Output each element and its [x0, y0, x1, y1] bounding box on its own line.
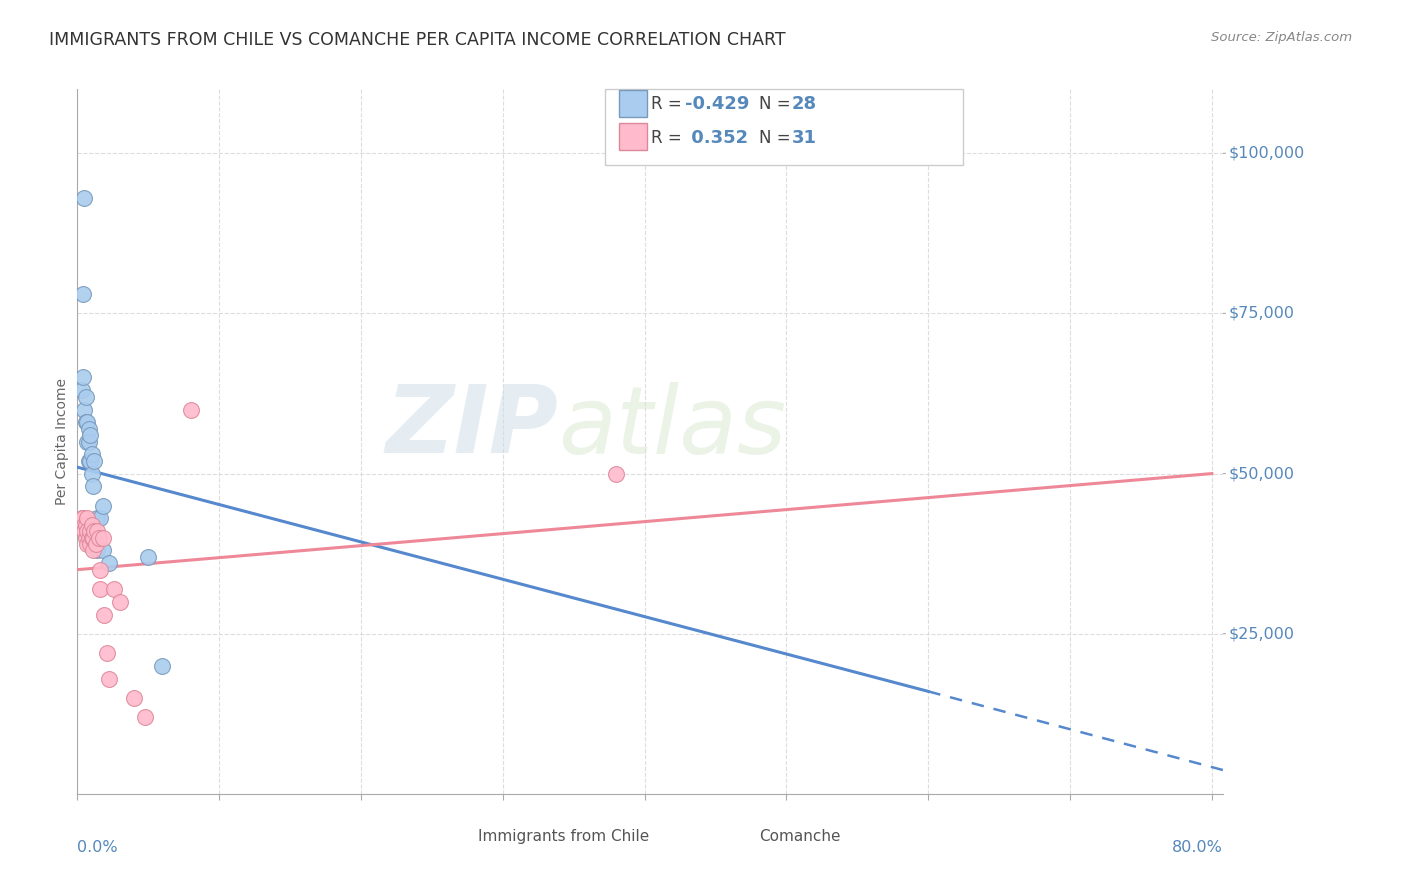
Point	[75, 390, 97, 404]
Text: $50,000: $50,000	[1229, 467, 1295, 481]
Text: Source: ZipAtlas.com: Source: ZipAtlas.com	[1212, 31, 1353, 45]
FancyBboxPatch shape	[443, 822, 471, 851]
Point	[79, 537, 101, 551]
Point	[76, 537, 98, 551]
Point	[89, 563, 111, 577]
Text: ZIP: ZIP	[385, 382, 558, 474]
Point	[77, 454, 100, 468]
Point	[86, 511, 108, 525]
Point	[76, 511, 98, 525]
Point	[80, 447, 103, 461]
Point	[77, 531, 100, 545]
Point	[72, 287, 94, 301]
Text: IMMIGRANTS FROM CHILE VS COMANCHE PER CAPITA INCOME CORRELATION CHART: IMMIGRANTS FROM CHILE VS COMANCHE PER CA…	[49, 31, 786, 49]
Text: 31: 31	[792, 129, 817, 147]
Text: $75,000: $75,000	[1229, 306, 1295, 321]
Point	[87, 531, 110, 545]
Text: 28: 28	[792, 95, 817, 113]
Point	[75, 517, 97, 532]
Point	[76, 415, 98, 429]
Point	[605, 467, 627, 481]
Text: N =: N =	[759, 129, 796, 147]
Point	[91, 531, 114, 545]
Point	[82, 543, 104, 558]
Point	[82, 479, 104, 493]
Text: $100,000: $100,000	[1229, 145, 1305, 161]
Point	[73, 191, 96, 205]
Point	[79, 428, 101, 442]
Text: R =: R =	[651, 95, 688, 113]
Point	[70, 511, 93, 525]
Y-axis label: Per Capita Income: Per Capita Income	[55, 378, 69, 505]
Point	[122, 690, 145, 705]
Text: R =: R =	[651, 129, 688, 147]
Point	[77, 422, 100, 436]
Point	[80, 531, 103, 545]
Point	[103, 582, 125, 596]
Point	[75, 415, 97, 429]
FancyBboxPatch shape	[724, 822, 751, 851]
Point	[108, 595, 131, 609]
Text: 80.0%: 80.0%	[1173, 839, 1223, 855]
Text: -0.429: -0.429	[685, 95, 749, 113]
Point	[134, 710, 156, 724]
Point	[76, 524, 98, 539]
Point	[152, 658, 174, 673]
Point	[84, 537, 107, 551]
Point	[97, 672, 120, 686]
Point	[96, 646, 118, 660]
Point	[72, 511, 94, 525]
Point	[86, 524, 108, 539]
Point	[76, 434, 98, 449]
Point	[91, 499, 114, 513]
Point	[77, 434, 100, 449]
Text: Comanche: Comanche	[759, 829, 841, 844]
Point	[70, 384, 93, 398]
Point	[91, 543, 114, 558]
Point	[79, 524, 101, 539]
Point	[87, 531, 110, 545]
Point	[180, 402, 202, 417]
Point	[75, 531, 97, 545]
Point	[89, 511, 111, 525]
Point	[97, 556, 120, 570]
Point	[73, 402, 96, 417]
Point	[72, 370, 94, 384]
Point	[86, 543, 108, 558]
Point	[79, 454, 101, 468]
Text: 0.352: 0.352	[685, 129, 748, 147]
Text: atlas: atlas	[558, 382, 787, 473]
Point	[83, 524, 105, 539]
Point	[73, 517, 96, 532]
Text: N =: N =	[759, 95, 796, 113]
Point	[89, 582, 111, 596]
Point	[80, 517, 103, 532]
Point	[136, 549, 159, 564]
Text: $25,000: $25,000	[1229, 626, 1295, 641]
Point	[93, 607, 115, 622]
Text: 0.0%: 0.0%	[77, 839, 118, 855]
Point	[73, 524, 96, 539]
Point	[80, 467, 103, 481]
Point	[83, 454, 105, 468]
Point	[82, 531, 104, 545]
Text: Immigrants from Chile: Immigrants from Chile	[478, 829, 650, 844]
